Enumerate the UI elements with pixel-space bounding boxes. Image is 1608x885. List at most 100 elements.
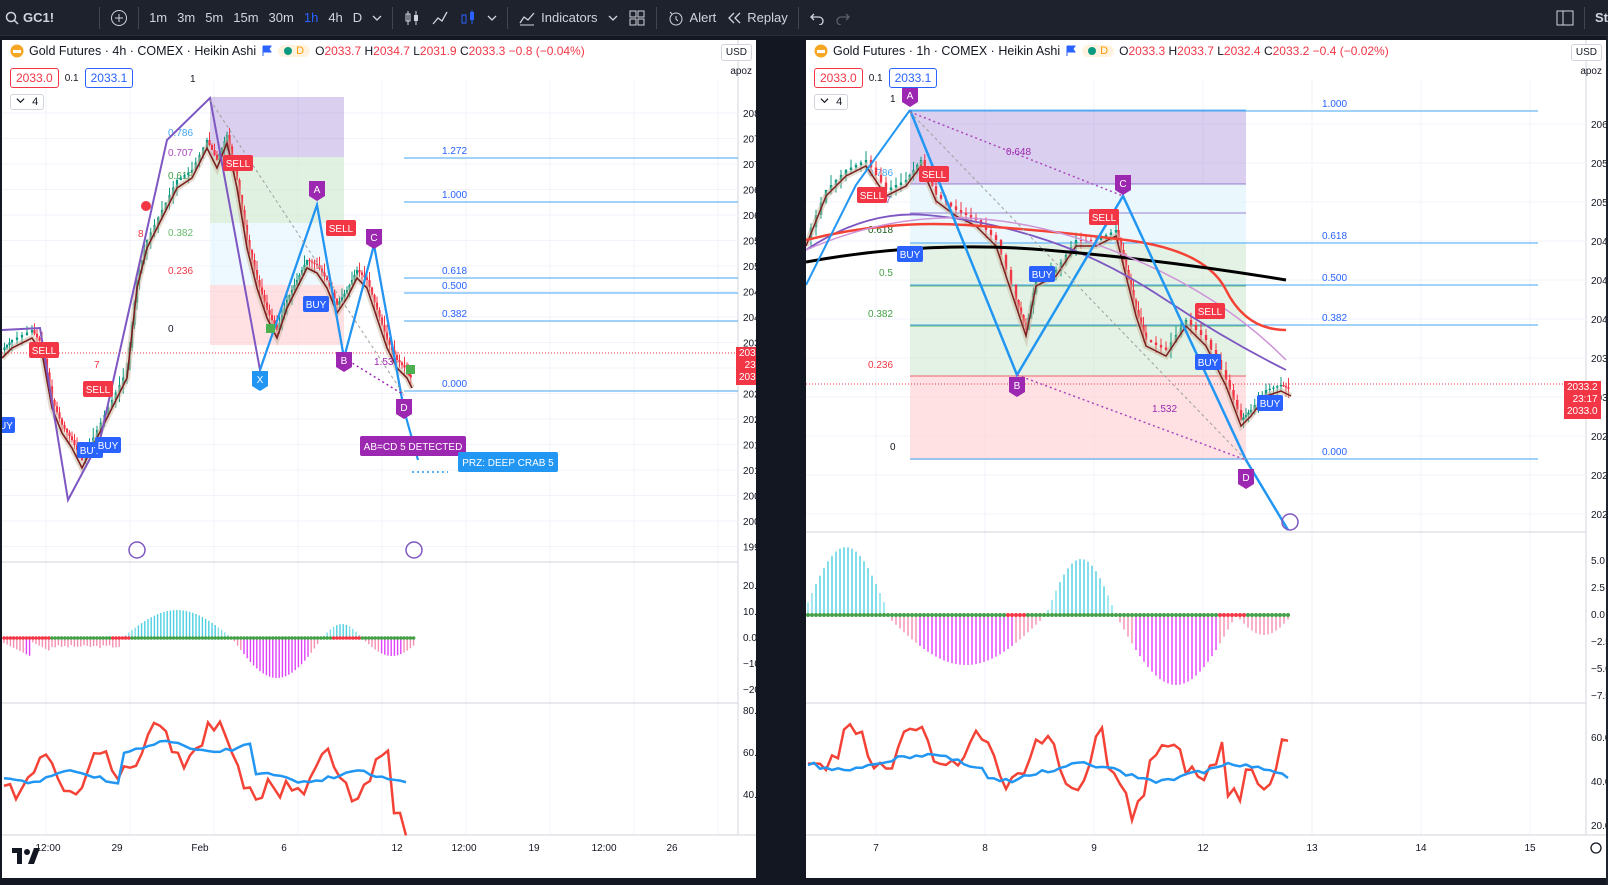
currency-selector[interactable]: USD <box>1570 44 1602 61</box>
pattern-point-b-shape <box>1009 377 1025 397</box>
line-style-button[interactable] <box>426 0 454 36</box>
price-candle-body <box>1142 325 1145 333</box>
interval-d[interactable]: D <box>352 10 363 25</box>
scale-mode-selector[interactable]: apoz <box>1580 66 1602 77</box>
interval-15m[interactable]: 15m <box>233 10 259 25</box>
sell-signal-bg <box>326 220 356 236</box>
templates-button[interactable] <box>623 0 651 36</box>
zero-dot <box>902 613 906 617</box>
zero-dot <box>1114 613 1118 617</box>
osc-tick: −5.0 <box>1591 664 1606 675</box>
interval-dropdown[interactable] <box>367 0 387 36</box>
zero-dot <box>219 636 224 640</box>
price-candle-body <box>328 280 331 287</box>
zero-dot <box>1270 613 1274 617</box>
indicators-button[interactable]: Indicators <box>513 0 602 36</box>
chart-title[interactable]: Gold Futures · 1h · COMEX · Heikin Ashi <box>833 44 1061 58</box>
buy-signal: BUY <box>98 441 119 452</box>
price-candle-body <box>395 355 399 360</box>
interval-4h[interactable]: 4h <box>328 10 343 25</box>
price-candle-body <box>255 270 259 280</box>
zero-dot <box>946 613 950 617</box>
pattern-point-d-shape <box>396 399 412 419</box>
zero-dot <box>280 636 285 640</box>
indicators-dropdown[interactable] <box>603 0 623 36</box>
scale-mode-selector[interactable]: apoz <box>730 66 752 77</box>
tradingview-logo-icon[interactable] <box>12 848 40 864</box>
zero-dot <box>171 636 176 640</box>
sell-signal: SELL <box>1092 213 1117 224</box>
interval-1h[interactable]: 1h <box>303 10 319 25</box>
layout-toggle-button[interactable] <box>1551 0 1579 36</box>
interval-3m[interactable]: 3m <box>177 10 196 25</box>
zero-dot <box>1238 613 1242 617</box>
zero-dot <box>926 613 930 617</box>
zero-dot <box>66 636 70 640</box>
pattern-point-c: C <box>370 233 377 244</box>
price-candle-body <box>874 167 878 175</box>
heikin-ashi-button[interactable] <box>454 0 482 36</box>
undo-icon <box>809 13 824 25</box>
bid-button[interactable]: 2033.0 <box>814 68 863 88</box>
zero-dot <box>1098 613 1102 617</box>
zero-dot <box>258 636 262 640</box>
interval-5m[interactable]: 5m <box>205 10 224 25</box>
bars-style-button[interactable] <box>398 0 426 36</box>
market-open-dot <box>284 47 293 55</box>
interval-30m[interactable]: 30m <box>268 10 294 25</box>
indicator-collapse-button[interactable]: 4 <box>814 94 849 110</box>
interval-1m[interactable]: 1m <box>149 10 168 25</box>
sell-signal: SELL <box>922 170 947 181</box>
price-candle-body <box>273 320 276 325</box>
market-open-dot <box>1088 47 1097 55</box>
fib-label: 1.000 <box>442 190 467 201</box>
zero-dot <box>874 613 878 617</box>
redo-button[interactable] <box>830 0 856 36</box>
replay-button[interactable]: Replay <box>721 0 792 36</box>
undo-button[interactable] <box>804 0 830 36</box>
ma-200-line <box>806 245 1287 282</box>
ratio-label: 0.648 <box>1006 147 1031 158</box>
chart-type-dropdown[interactable] <box>482 0 502 36</box>
zero-dot <box>59 636 64 640</box>
chart-pane-4h[interactable]: 2080.0 2075.0 2070.0 2065.0 2060.0 2055.0 2050… <box>2 40 756 878</box>
account-button[interactable]: St <box>1595 10 1608 25</box>
chart-canvas-4h[interactable]: 2080.0 2075.0 2070.0 2065.0 2060.0 2055.0 2050… <box>2 40 756 878</box>
zero-dot <box>898 613 902 617</box>
market-status-badge[interactable]: D <box>1082 45 1115 57</box>
open-value: 2033.7 <box>324 44 362 58</box>
ask-button[interactable]: 2033.1 <box>84 68 134 88</box>
zero-dot <box>120 636 125 640</box>
price-candle-body <box>1164 347 1168 350</box>
zero-dot <box>814 613 818 617</box>
price-tick: 2060.0 <box>1591 120 1606 131</box>
chevron-down-icon <box>820 98 829 104</box>
zero-dot <box>338 636 342 640</box>
close-label: C <box>459 44 469 58</box>
ask-button[interactable]: 2033.1 <box>888 68 938 88</box>
alert-button[interactable]: Alert <box>662 0 722 36</box>
compare-button[interactable] <box>105 0 133 36</box>
zero-dot <box>287 636 291 640</box>
flag-icon[interactable] <box>261 45 273 57</box>
abcd-pattern <box>258 200 420 461</box>
pattern-point-a: A <box>314 185 321 196</box>
zero-dot <box>143 636 147 640</box>
indicator-collapse-button[interactable]: 4 <box>10 94 45 110</box>
chart-title[interactable]: Gold Futures · 4h · COMEX · Heikin Ashi <box>29 44 257 58</box>
flag-icon[interactable] <box>1065 45 1077 57</box>
zero-dot <box>235 636 240 640</box>
market-status-badge[interactable]: D <box>278 45 311 57</box>
symbol-search[interactable]: GC1! <box>0 0 59 36</box>
currency-selector[interactable]: USD <box>720 44 752 61</box>
ohlc-values: O2033.7 H2034.7 L2031.9 C2033.3 −0.8 (−0… <box>315 44 585 58</box>
prz-label: PRZ: DEEP CRAB 5 <box>462 458 554 469</box>
zero-dot <box>1038 613 1042 617</box>
osc-tick: 2.5 <box>1591 583 1605 594</box>
buy-signal-bg <box>1195 354 1221 370</box>
bid-button[interactable]: 2033.0 <box>10 68 59 88</box>
price-candle-body <box>8 342 11 345</box>
